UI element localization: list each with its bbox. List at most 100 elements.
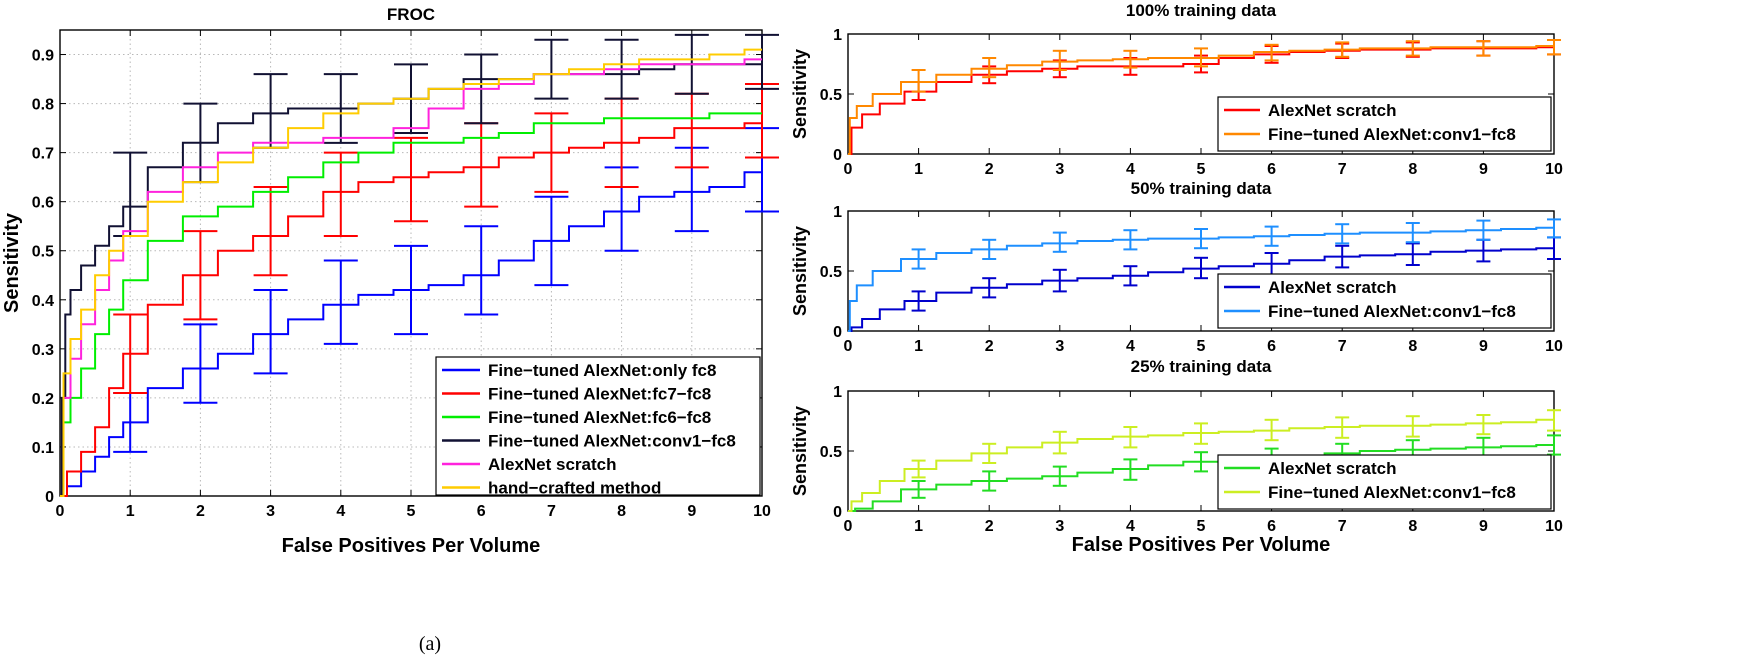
y-tick-label: 0.5 (820, 87, 842, 104)
error-bar (1547, 409, 1561, 432)
error-bar (1335, 223, 1350, 245)
series-line (60, 112, 762, 497)
y-axis-label: Sensitivity (790, 406, 810, 496)
series-line (848, 226, 1554, 332)
x-tick-label: 4 (1126, 518, 1135, 535)
legend-entry: Fine−tuned AlexNet:conv1−fc8 (488, 432, 736, 451)
series-line (848, 418, 1554, 512)
panel-25-percent: 0 1 2 3 4 5 6 7 8 9 10 0 0.5 1 25% training data False … (790, 357, 1563, 556)
error-bar (1123, 229, 1138, 251)
x-tick-label: 0 (844, 518, 853, 535)
legend: AlexNet scratch Fine−tuned AlexNet:conv1−… (1217, 454, 1552, 510)
legend-entry: Fine−tuned AlexNet:conv1−fc8 (1268, 125, 1516, 144)
error-bar (1194, 422, 1208, 445)
error-bar (464, 225, 499, 316)
x-axis-label: False Positives Per Volume (1072, 534, 1331, 556)
series-line (848, 247, 1554, 332)
x-tick-label: 6 (1267, 518, 1276, 535)
x-tick-label: 1 (914, 338, 923, 355)
error-bar (745, 33, 779, 90)
x-tick-label: 10 (1545, 518, 1563, 535)
x-tick-label: 3 (1055, 338, 1064, 355)
legend-entry: hand−crafted method (488, 479, 661, 498)
x-tick-label: 7 (1338, 518, 1347, 535)
error-bar (1052, 430, 1067, 455)
error-bar (1052, 231, 1067, 253)
x-tick-label: 7 (1338, 338, 1347, 355)
series-line (848, 45, 1554, 155)
y-tick-label: 0.3 (32, 342, 54, 359)
y-tick-label: 0.2 (32, 391, 54, 408)
x-tick-label: 9 (687, 503, 696, 520)
error-bar (1405, 40, 1420, 57)
x-tick-label: 7 (547, 503, 556, 520)
error-bar (183, 323, 218, 404)
error-bar (1547, 218, 1561, 239)
x-tick-label: 4 (336, 503, 345, 520)
x-tick-label: 10 (1545, 338, 1563, 355)
x-tick-label: 6 (477, 503, 486, 520)
y-tick-label: 1 (833, 204, 842, 221)
error-bar (674, 92, 709, 169)
y-axis-label: Sensitivity (1, 212, 23, 313)
legend-entry: AlexNet scratch (1268, 459, 1397, 478)
series-line (848, 46, 1554, 155)
error-bar (323, 151, 358, 238)
legend-box (435, 356, 761, 496)
panel-50-percent: 0 1 2 3 4 5 6 7 8 9 10 0 0.5 1 50% training data Sensit… (790, 179, 1563, 355)
x-tick-label: 5 (1197, 518, 1206, 535)
error-bar (1194, 47, 1208, 68)
x-tick-label: 9 (1479, 338, 1488, 355)
froc-panel: 0 1 2 3 4 5 6 7 8 9 10 0 0.1 0.2 0.3 0.4 0.5 0.6 0.7 0.8 0.9… (1, 5, 779, 557)
x-tick-label: 6 (1267, 338, 1276, 355)
caption-a: (a) (419, 633, 441, 655)
x-tick-label: 4 (1126, 338, 1135, 355)
x-tick-label: 2 (196, 503, 205, 520)
legend-entry: AlexNet scratch (488, 455, 617, 474)
legend-entry: Fine−tuned AlexNet:only fc8 (488, 361, 716, 380)
error-bar (982, 57, 997, 79)
error-bar (1194, 228, 1208, 250)
error-bar (1194, 256, 1208, 280)
error-bar (745, 82, 779, 159)
x-tick-label: 4 (1126, 161, 1135, 178)
x-tick-label: 1 (126, 503, 135, 520)
x-tick-label: 10 (753, 503, 771, 520)
chart-title: 25% training data (1131, 357, 1272, 376)
x-tick-label: 8 (1408, 518, 1417, 535)
error-bar (911, 459, 926, 479)
error-bar (1405, 242, 1420, 266)
x-tick-label: 3 (1055, 518, 1064, 535)
error-bar (394, 244, 428, 336)
y-tick-label: 0 (833, 147, 842, 164)
error-bar (982, 277, 997, 299)
error-bar (394, 136, 428, 223)
error-bar (911, 480, 926, 499)
error-bar (1547, 39, 1561, 56)
y-tick-label: 0.1 (32, 440, 54, 457)
x-tick-label: 1 (914, 161, 923, 178)
x-tick-label: 3 (266, 503, 275, 520)
y-tick-label: 0.5 (32, 244, 54, 261)
error-bar (253, 288, 288, 375)
error-bar (1123, 265, 1138, 287)
error-bar (534, 195, 569, 287)
error-bar (323, 259, 358, 345)
y-tick-label: 0.4 (32, 293, 54, 310)
series-line (60, 48, 762, 497)
series-line (60, 171, 762, 497)
x-tick-label: 2 (985, 518, 994, 535)
error-bar (1264, 418, 1279, 442)
error-bar (464, 122, 499, 208)
y-tick-label: 0 (833, 504, 842, 521)
x-tick-label: 8 (1408, 338, 1417, 355)
y-axis-label: Sensitivity (790, 49, 810, 139)
x-tick-label: 8 (617, 503, 626, 520)
error-bar (113, 313, 148, 394)
error-bar (1335, 416, 1350, 439)
error-bar (1123, 458, 1138, 481)
y-tick-label: 0 (833, 324, 842, 341)
x-tick-label: 5 (407, 503, 416, 520)
y-axis-label: Sensitivity (790, 226, 810, 316)
x-axis-label: False Positives Per Volume (282, 535, 541, 557)
